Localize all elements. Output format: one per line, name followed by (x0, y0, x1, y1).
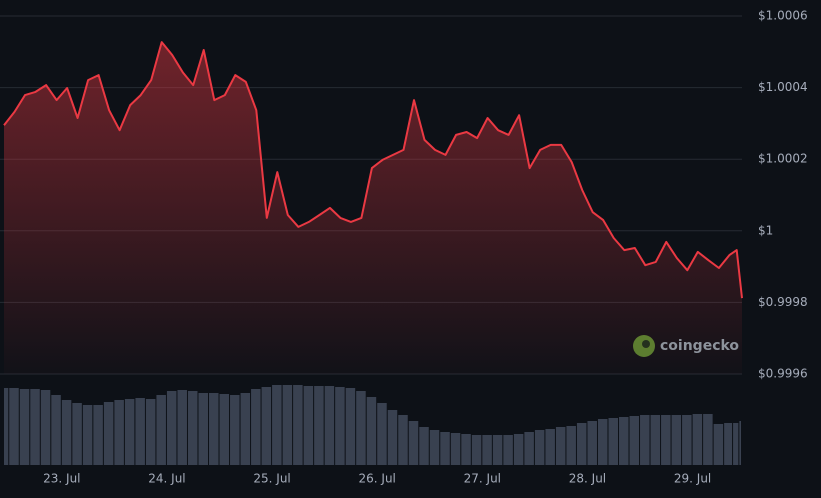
volume-bar (650, 415, 661, 465)
x-tick-label: 28. Jul (569, 472, 606, 486)
volume-bar (9, 388, 19, 465)
volume-bar (513, 434, 524, 465)
volume-bar (671, 415, 682, 465)
volume-bar (713, 424, 724, 465)
volume-bar (471, 435, 482, 465)
volume-bar (587, 421, 597, 465)
volume-bar (408, 421, 419, 465)
volume-bar (461, 434, 471, 465)
price-area (4, 42, 742, 374)
volume-bar (356, 391, 366, 465)
y-tick-label: $1.0002 (758, 152, 808, 166)
volume-bar (93, 405, 103, 465)
volume-bar (251, 389, 261, 465)
y-tick-label: $1.0004 (758, 80, 808, 94)
y-tick-label: $1.0006 (758, 9, 808, 23)
volume-bar (166, 391, 177, 465)
y-tick-label: $0.9996 (758, 367, 808, 381)
x-tick-label: 29. Jul (674, 472, 711, 486)
x-tick-label: 26. Jul (359, 472, 396, 486)
volume-bar (387, 410, 398, 465)
volume-bar (640, 415, 650, 465)
volume-bar (51, 395, 61, 465)
volume-bar (293, 385, 303, 465)
volume-bar (534, 430, 545, 465)
volume-bar (40, 390, 51, 465)
volume-bar (230, 395, 240, 465)
volume-bar (177, 390, 187, 465)
volume-bar (209, 393, 219, 465)
volume-bar (345, 388, 356, 465)
volume-bar (419, 427, 429, 465)
volume-bar (30, 389, 40, 465)
x-tick-label: 25. Jul (253, 472, 290, 486)
watermark-logo (633, 335, 655, 357)
volume-bar (629, 416, 640, 465)
price-line (3, 41, 743, 299)
volume-bar (303, 386, 314, 465)
x-tick-label: 27. Jul (464, 472, 501, 486)
volume-bar (145, 399, 156, 465)
volume-bar (545, 429, 555, 465)
volume-bar (114, 400, 124, 465)
x-tick-label: 24. Jul (148, 472, 185, 486)
volume-bar (724, 423, 733, 465)
volume-bar (398, 415, 408, 465)
volume-bar (576, 423, 587, 465)
y-tick-label: $0.9998 (758, 295, 808, 309)
volume-bar (187, 391, 198, 465)
volume-bar (482, 435, 492, 465)
volume-bar (135, 398, 145, 465)
x-tick-label: 23. Jul (43, 472, 80, 486)
volume-bar (739, 421, 741, 465)
volume-bar (429, 430, 440, 465)
volume-bar (272, 385, 282, 465)
volume-bar (503, 435, 513, 465)
volume-bar (608, 418, 618, 465)
volume-bar (124, 399, 135, 465)
volume-bar (492, 435, 503, 465)
volume-bar (156, 395, 166, 465)
volume-bar (366, 397, 377, 465)
volume-bar (324, 386, 335, 465)
volume-bar (314, 386, 324, 465)
volume-bar (661, 415, 671, 465)
volume-bar (103, 402, 114, 465)
volume-bar (619, 417, 629, 465)
y-tick-label: $1 (758, 223, 773, 237)
volume-bar (282, 385, 293, 465)
volume-bar (703, 414, 713, 465)
volume-bar (4, 388, 9, 465)
volume-bar (82, 405, 93, 465)
volume-bar (219, 394, 230, 465)
watermark: coingecko (660, 338, 739, 354)
volume-bar (524, 432, 534, 465)
volume-bar (597, 419, 608, 465)
volume-bar (61, 400, 72, 465)
volume-bar (555, 427, 566, 465)
volume-bar (335, 387, 345, 465)
volume-bar (450, 433, 461, 465)
volume-bar (682, 415, 692, 465)
volume-bar (240, 393, 251, 465)
volume-bar (19, 389, 30, 465)
volume-bar (377, 403, 387, 465)
volume-bar (692, 414, 703, 465)
volume-bar (261, 387, 272, 465)
volume-bar (733, 423, 739, 465)
volume-bar (566, 426, 576, 465)
volume-bar (440, 432, 450, 465)
volume-bar (198, 393, 208, 465)
volume-bar (72, 403, 82, 465)
